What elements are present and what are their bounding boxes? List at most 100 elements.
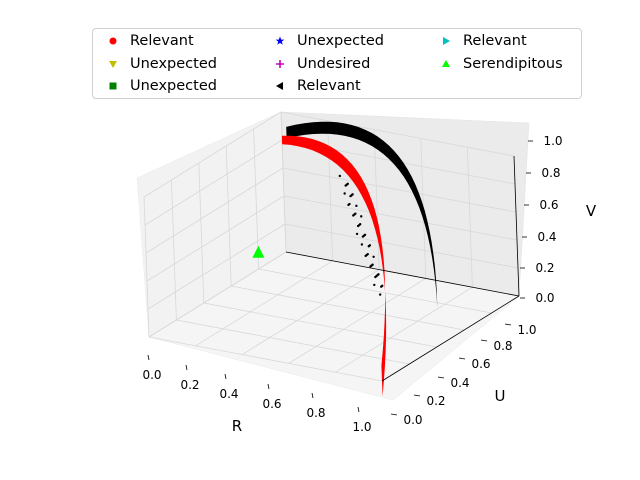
relevant-black-point [352,214,355,217]
serendipitous-point [252,245,265,258]
legend-item: Relevant [429,31,527,51]
relevant-black-point [372,255,375,259]
relevant-black-point [344,184,347,187]
relevant-black-point [367,245,370,248]
relevant-black-point [349,194,352,198]
y-tick [413,394,421,397]
grid-line [284,223,519,269]
z-tick-label: 0.6 [539,198,558,212]
x-tick [147,354,150,361]
x-tick [185,364,188,371]
legend-item: Unexpected [96,54,217,74]
x-tick-label: 0.0 [142,368,161,382]
legend-item: Relevant [263,76,361,96]
grid-line [288,278,427,364]
y-tick-label: 0.2 [426,394,445,408]
circle-marker-icon [96,31,130,51]
grid-line [145,167,284,254]
legend-item: Undesired [263,54,370,74]
triangle-left-marker-icon [263,76,297,96]
relevant-black-surface [286,121,438,308]
x-tick [224,373,227,380]
y-tick-label: 0.8 [493,339,512,353]
star-marker-icon [263,31,297,51]
relevant-black-point [361,235,365,238]
y-tick-label: 0.0 [403,413,422,427]
relevant-black-point [356,224,360,228]
grid-line [176,319,410,365]
y-tick [437,376,445,379]
grid-line [171,179,177,321]
z-tick-label: 0.2 [535,261,554,275]
legend-label: Undesired [297,55,371,72]
x-tick [311,392,314,399]
legend-item: Serendipitous [429,54,563,74]
grid-line [258,268,492,314]
legend-item: Unexpected [263,31,384,51]
grid-line [327,120,333,261]
relevant-black-point [360,215,363,218]
y-tick-label: 0.4 [450,376,469,390]
grid-line [283,195,518,241]
grid-line [282,167,517,213]
grid-line [280,111,515,157]
x-axis-label: R [232,417,242,435]
relevant-black-point [338,174,342,178]
relevant-black-point [347,203,350,207]
z-axis-label: V [586,202,597,220]
relevant-black-point [369,265,372,268]
grid-line [195,260,333,347]
z-axis-line [513,155,520,297]
z-tick-label: 0.8 [541,166,560,180]
x-tick-label: 0.2 [180,378,199,392]
triangle-up-marker-icon [429,54,463,74]
axes: 0.00.20.40.60.81.0 0.00.20.40.60.81.00.00… [142,134,562,434]
grid-line [148,251,287,338]
x-tick-label: 0.4 [219,387,238,401]
y-tick [504,323,512,326]
legend-item: Relevant [96,31,194,51]
square-marker-icon [96,76,130,96]
relevant-black-point [374,275,377,279]
relevant-black-point [360,243,364,246]
grid-line [143,111,282,198]
relevant-black-point [378,293,382,296]
triangle-down-marker-icon [96,54,130,74]
grid-line [144,139,283,226]
z-tick-label: 0.4 [537,230,556,244]
relevant-black-point [373,283,376,287]
legend-label: Relevant [463,33,527,49]
z-tick-label: 0.0 [535,291,554,305]
relevant-black-point [355,204,358,208]
y-axis-line [381,295,520,382]
grid-line [225,145,232,287]
legend-label: Unexpected [130,55,217,72]
y-tick [480,339,488,342]
data-surfaces [252,121,438,397]
grid-line [373,129,380,270]
triangle-right-marker-icon [429,31,463,51]
y-tick-label: 1.0 [517,323,536,337]
grid-line [241,269,380,355]
z-tick-label: 1.0 [543,134,562,148]
grid-line [148,336,383,382]
legend-label: Unexpected [297,33,384,49]
grid-line [335,286,473,373]
x-tick-label: 1.0 [352,420,371,434]
legend-label: Serendipitous [463,55,563,72]
grid-line [253,128,259,270]
grid-line [146,195,285,282]
relevant-black-point [380,285,383,288]
y-tick [390,413,398,416]
x-axis-line [285,251,520,297]
grid-line [467,147,473,288]
legend-label: Relevant [297,78,361,94]
x-tick [267,383,270,390]
y-tick [458,357,466,360]
grid-line [203,302,437,348]
relevant-black-point [364,254,367,258]
relevant-black-point [355,232,359,236]
x-tick-label: 0.8 [306,406,325,420]
grid-line [198,162,205,304]
relevant-black-point [343,192,346,195]
